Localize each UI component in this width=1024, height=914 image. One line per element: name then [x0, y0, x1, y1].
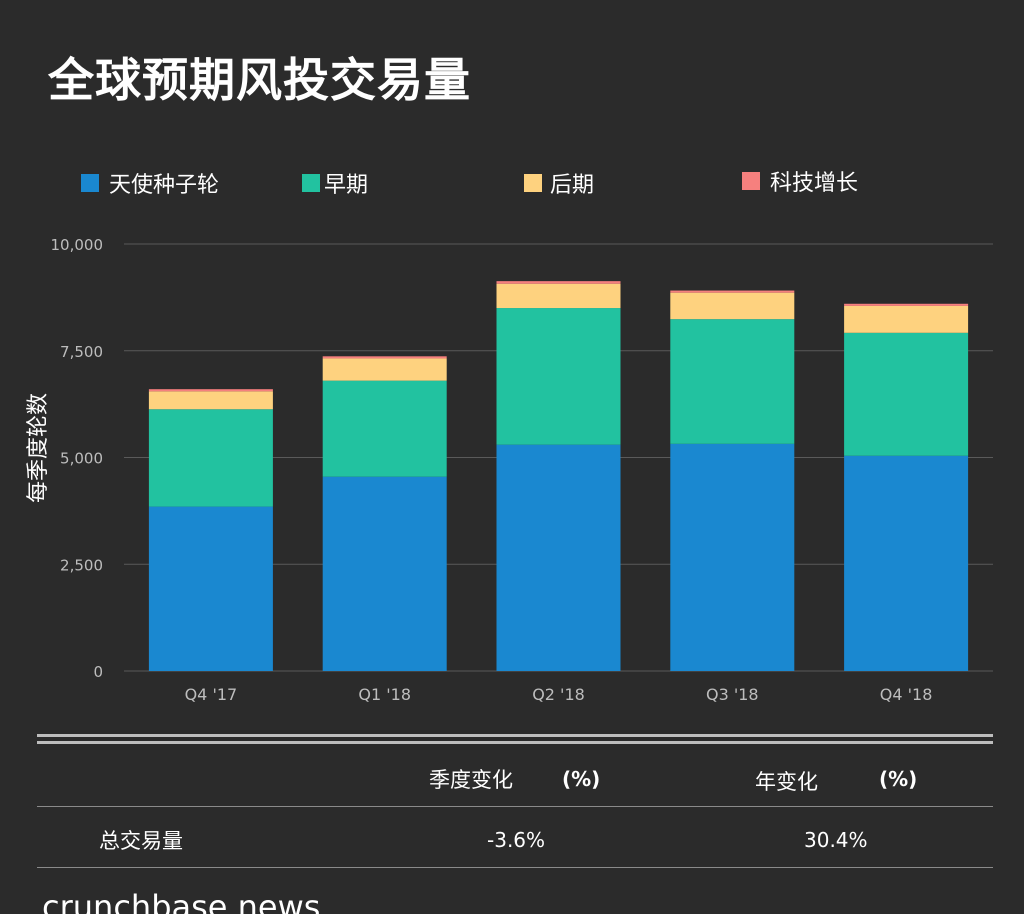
bar-segment-early	[670, 319, 795, 444]
bar-segment-angel-seed	[670, 443, 795, 671]
bar-segment-early	[148, 409, 273, 507]
header-qoq-unit: (%)	[562, 767, 601, 791]
chart-title: 全球预期风投交易量	[48, 53, 471, 107]
legend-label-angel-seed: 天使种子轮	[109, 173, 220, 198]
bar-segment-early	[496, 308, 621, 445]
row-label-total-deals: 总交易量	[99, 829, 183, 853]
legend-label-tech-growth: 科技增长	[770, 171, 859, 196]
x-tick-label: Q4 '18	[880, 685, 933, 704]
bar-segment-angel-seed	[496, 444, 621, 671]
legend-swatch-tech-growth	[742, 172, 760, 190]
header-qoq-label: 季度变化	[429, 768, 513, 792]
bar-segment-angel-seed	[322, 476, 447, 671]
bar-segment-late	[844, 305, 969, 333]
x-tick-label: Q2 '18	[532, 685, 585, 704]
y-tick-label: 5,000	[60, 450, 103, 468]
x-tick-label: Q3 '18	[706, 685, 759, 704]
bar-segment-early	[322, 380, 447, 477]
bar-segment-late	[148, 391, 273, 410]
bar-segment-late	[670, 292, 795, 320]
legend-item-angel-seed: 天使种子轮	[81, 168, 219, 198]
legend-swatch-angel-seed	[81, 174, 99, 192]
stacked-bar-chart: 0 2,500 5,000 7,500 10,000 每季度轮数 Q4 '17 Q1 '18 Q…	[26, 236, 993, 704]
bar-segment-tech-growth	[844, 303, 969, 306]
bar-segment-tech-growth	[496, 281, 621, 284]
bar-segment-late	[496, 283, 621, 309]
brand-logo-text: crunchbase news	[42, 888, 321, 914]
table-header-rule	[37, 806, 993, 807]
bar-segment-tech-growth	[148, 389, 273, 392]
table-top-rule	[37, 734, 993, 737]
x-tick-label: Q1 '18	[358, 685, 411, 704]
bar-segment-early	[844, 332, 969, 456]
legend-label-late: 后期	[550, 173, 595, 198]
legend-item-late: 后期	[524, 168, 594, 198]
y-tick-label: 10,000	[51, 236, 104, 254]
row-value-qoq: -3.6%	[487, 828, 546, 852]
y-tick-label: 0	[93, 663, 103, 681]
row-value-yoy: 30.4%	[804, 828, 868, 852]
legend-swatch-late	[524, 174, 542, 192]
x-tick-label: Q4 '17	[185, 685, 238, 704]
bar-segment-late	[322, 358, 447, 381]
bar-segment-angel-seed	[148, 506, 273, 671]
y-tick-label: 7,500	[60, 343, 103, 361]
legend-swatch-early	[302, 174, 320, 192]
y-axis-title: 每季度轮数	[26, 393, 51, 503]
bar-segment-tech-growth	[670, 290, 795, 293]
table-bottom-rule	[37, 867, 993, 868]
legend-label-early: 早期	[324, 173, 369, 198]
y-tick-label: 2,500	[60, 556, 103, 574]
bar-segment-angel-seed	[844, 455, 969, 671]
table-top-rule-second	[37, 741, 993, 744]
header-yoy-unit: (%)	[879, 767, 918, 791]
legend-item-early: 早期	[302, 168, 368, 198]
header-yoy-label: 年变化	[755, 770, 818, 794]
bar-segment-tech-growth	[322, 356, 447, 359]
legend-item-tech-growth: 科技增长	[742, 166, 858, 196]
